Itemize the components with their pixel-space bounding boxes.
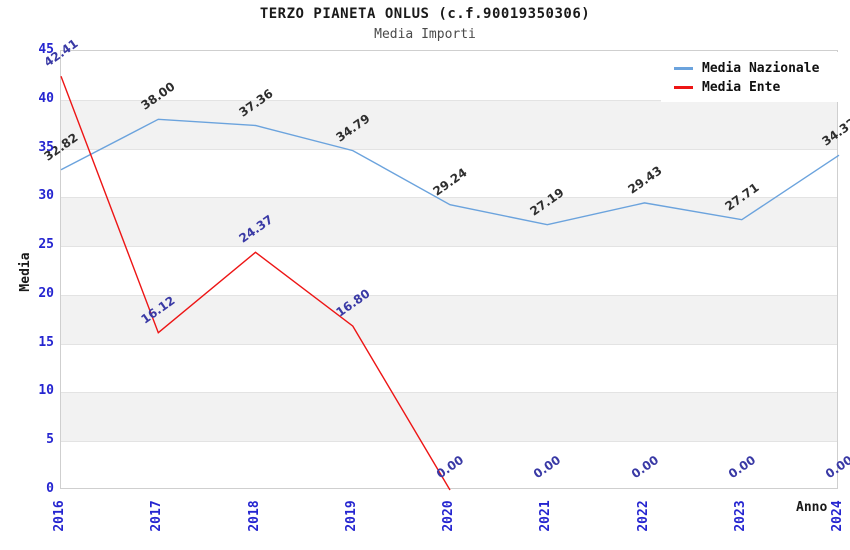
data-point-label: 16.12 (138, 293, 178, 327)
y-tick-label: 5 (46, 432, 54, 448)
data-point-label: 0.00 (628, 452, 661, 482)
gridline (61, 295, 837, 296)
x-tick-label: 2020 (441, 500, 456, 532)
chart-title: TERZO PIANETA ONLUS (c.f.90019350306) (259, 6, 591, 22)
legend-label: Media Nazionale (702, 61, 820, 76)
x-tick-label: 2019 (343, 500, 359, 532)
chart-subtitle: Media Importi (374, 27, 476, 42)
y-tick-label: 20 (38, 285, 54, 301)
series-line-media-ente (60, 76, 451, 491)
x-tick-label: 2024 (830, 500, 845, 532)
y-tick-label: 45 (38, 42, 54, 57)
data-point-label: 34.79 (333, 110, 373, 145)
data-point-label: 29.43 (624, 163, 665, 197)
data-point-label: 0.00 (433, 452, 467, 482)
y-tick-label: 0 (46, 481, 54, 496)
x-tick-label: 2016 (52, 500, 67, 532)
x-tick-label: 2017 (149, 500, 165, 532)
data-point-label: 37.36 (235, 85, 276, 120)
legend-swatch-media-nazionale (674, 67, 693, 70)
plot-band (61, 294, 837, 344)
x-tick-label: 2022 (635, 500, 651, 532)
gridline (61, 392, 837, 393)
y-tick-label: 10 (38, 383, 54, 399)
data-point-label: 24.37 (235, 212, 276, 246)
data-point-label: 0.00 (531, 452, 564, 482)
data-point-label: 29.24 (430, 165, 470, 199)
gridline (61, 246, 837, 247)
y-tick-label: 25 (38, 237, 54, 253)
y-tick-label: 35 (38, 139, 54, 155)
y-tick-label: 40 (38, 90, 54, 106)
x-tick-label: 2021 (538, 500, 554, 532)
plot-area: Media Nazionale Media Ente 32.82 38.00 37.3… (41, 37, 850, 491)
data-point-label: 27.19 (527, 185, 567, 219)
data-point-label: 38.00 (138, 79, 178, 113)
legend-item: Media Ente (661, 78, 841, 97)
y-tick-label: 15 (38, 334, 54, 350)
data-point-label: 0.00 (725, 452, 758, 482)
legend-item: Media Nazionale (661, 59, 841, 78)
data-point-label: 34.32 (819, 115, 850, 149)
gridline (61, 100, 837, 101)
gridline (61, 441, 837, 442)
series-lines (60, 76, 840, 491)
series-line-media-nazionale (60, 118, 840, 226)
legend: Media Nazionale Media Ente (661, 52, 841, 102)
data-point-label: 27.71 (722, 180, 762, 214)
legend-swatch-media-ente (674, 86, 693, 89)
plot-band (61, 197, 837, 247)
gridline (61, 197, 837, 198)
y-tick-label: 30 (38, 188, 54, 204)
legend-label: Media Ente (702, 80, 781, 95)
plot-band (61, 99, 837, 149)
plot-band (61, 392, 837, 442)
x-tick-label: 2023 (732, 500, 748, 532)
data-point-label: 0.00 (822, 452, 850, 482)
gridline (61, 149, 837, 150)
x-axis-title: Anno (796, 500, 828, 515)
data-point-label: 16.80 (333, 286, 373, 320)
gridline (61, 344, 837, 345)
x-tick-label: 2018 (246, 500, 262, 532)
data-point-labels-layer: 32.82 38.00 37.36 34.79 29.24 27.19 29.43 27.71… (41, 37, 850, 490)
